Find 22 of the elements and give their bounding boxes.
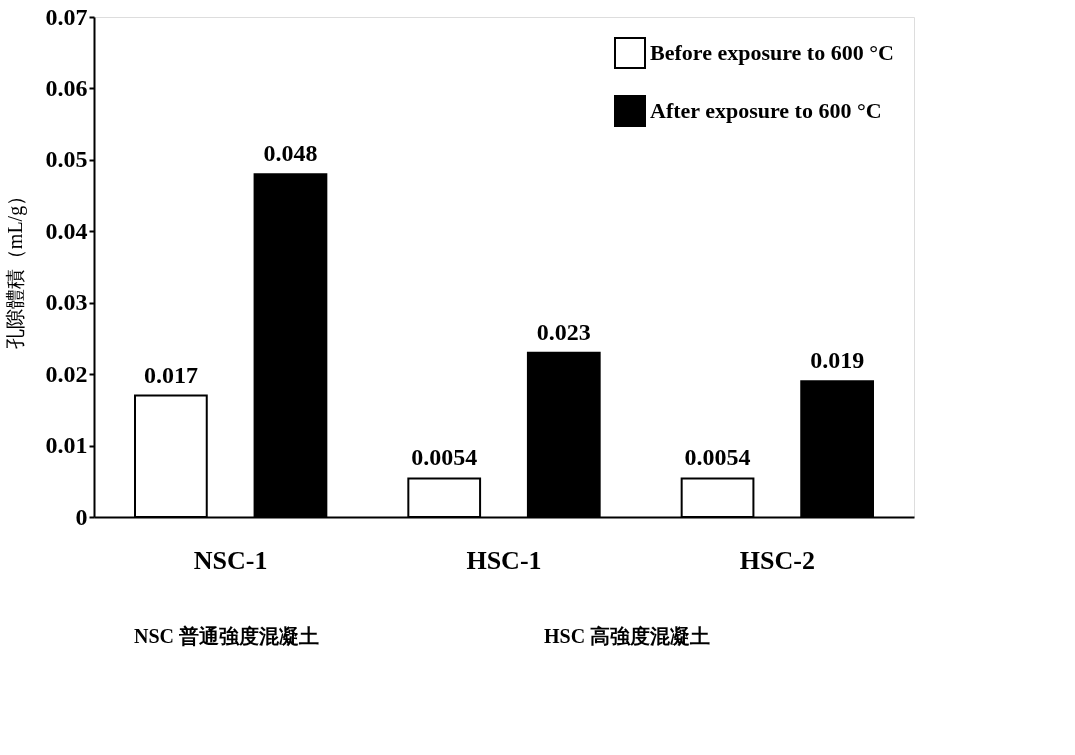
- x-tick-label: HSC-1: [466, 545, 542, 575]
- y-tick-label: 0.05: [45, 146, 88, 173]
- y-tick-label: 0.02: [45, 360, 88, 387]
- y-tick-label: 0.03: [45, 289, 88, 316]
- legend-label: After exposure to 600 °C: [650, 98, 882, 123]
- x-tick-label: HSC-2: [739, 545, 815, 575]
- legend-label: Before exposure to 600 °C: [650, 40, 894, 65]
- text: NSC 普通強度混凝土: [134, 625, 320, 647]
- y-tick-label: 0.01: [45, 432, 88, 459]
- data-label: 0.0054: [411, 444, 478, 471]
- y-tick-label: 0.04: [45, 217, 88, 244]
- y-axis-title: 孔隙體積（mL/g）: [3, 185, 27, 350]
- data-label: 0.023: [536, 318, 591, 345]
- y-tick-label: 0.06: [45, 74, 88, 101]
- data-label: 0.0054: [684, 444, 751, 471]
- y-tick-label: 0.07: [45, 3, 88, 30]
- data-label: 0.048: [263, 140, 318, 167]
- text: HSC 高強度混凝土: [544, 625, 711, 647]
- data-label: 0.019: [810, 347, 865, 374]
- x-tick-label: NSC-1: [193, 545, 268, 575]
- data-label: 0.017: [143, 361, 198, 388]
- y-tick-label: 0: [75, 503, 88, 530]
